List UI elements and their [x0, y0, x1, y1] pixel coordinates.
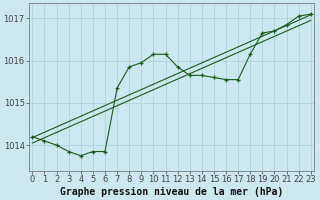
X-axis label: Graphe pression niveau de la mer (hPa): Graphe pression niveau de la mer (hPa)	[60, 186, 283, 197]
